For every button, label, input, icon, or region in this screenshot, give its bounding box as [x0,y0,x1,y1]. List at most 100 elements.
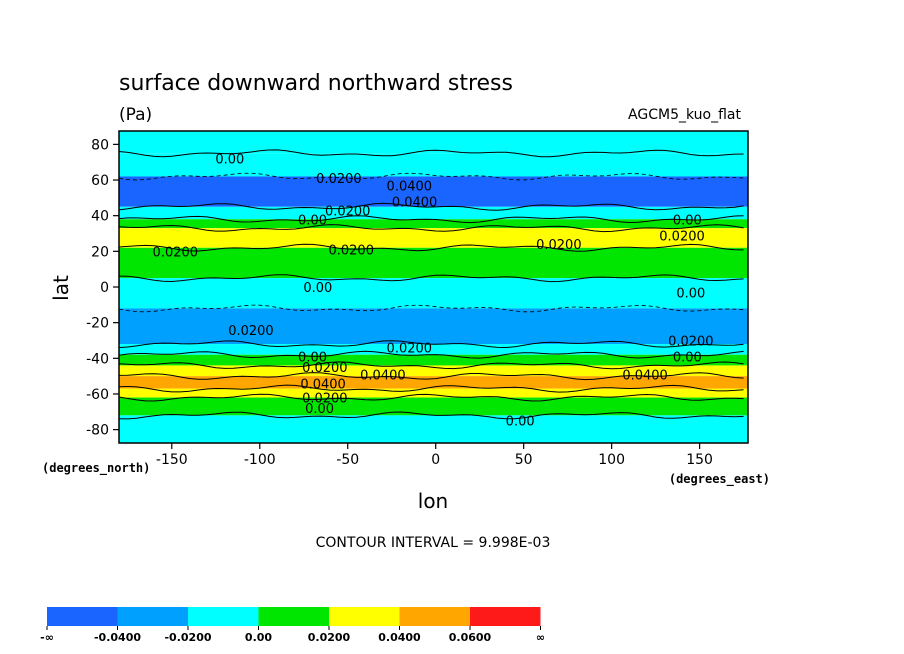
x-tick-label: -100 [244,452,276,468]
contour-label: 0.00 [303,281,332,296]
contour-interval-text: CONTOUR INTERVAL = 9.998E-03 [316,535,551,551]
contour-band [119,308,748,345]
x-tick-label: 0 [431,452,440,468]
colorbar-swatch [188,607,259,626]
contour-label: 0.0200 [302,392,348,407]
contour-label: 0.0200 [668,334,714,349]
contour-line [118,384,744,393]
y-tick-label: -80 [86,423,109,439]
contour-line [118,215,744,224]
colorbar-swatch [117,607,188,626]
contour-line [118,372,744,381]
colorbar-label: 0.0400 [378,631,421,644]
contour-band [119,131,748,154]
x-axis-label: lon [418,489,448,513]
y-tick-label: -60 [86,387,109,403]
contour-band [119,344,748,355]
y-tick-label: 60 [91,173,109,189]
contour-band [119,415,748,443]
colorbar-label: -0.0200 [164,631,211,644]
y-tick-label: 40 [91,209,109,225]
x-tick-label: 50 [515,452,533,468]
y-tick-label: -20 [86,316,109,332]
contour-line [118,361,744,370]
contour-label: 0.00 [673,213,702,228]
contour-label: 0.0400 [387,179,433,194]
contour-band [119,228,748,248]
contour-band [119,278,748,309]
contour-label: 0.00 [676,286,705,301]
contour-band [119,153,748,177]
contour-band [119,247,748,279]
y-axis: 80 60 40 20 0 -20 -40 -60 -80 [86,137,119,439]
dataset-label: AGCM5_kuo_flat [628,107,741,123]
contour-band [119,206,748,220]
x-units-label: (degrees_east) [669,472,770,487]
contour-label: 0.00 [215,153,244,168]
y-tick-label: 0 [100,280,109,296]
contour-label: 0.0200 [536,238,582,253]
contour-line [118,243,744,252]
colorbar-label: 0.0600 [449,631,492,644]
contour-label: 0.0200 [328,244,374,259]
colorbar-label: -∞ [40,631,54,644]
contour-line-layer [118,149,744,420]
contour-label: 0.00 [673,351,702,366]
contour-line [118,224,744,233]
contour-label: 0.0400 [392,195,438,210]
contour-label: 0.00 [305,402,334,417]
contour-band [119,176,748,207]
contour-label: 0.0400 [622,368,668,383]
contour-band [119,388,748,398]
x-tick-label: -50 [336,452,359,468]
chart-title: surface downward northward stress [119,71,513,96]
x-axis: -150 -100 -50 0 50 100 150 [156,443,713,468]
colorbar-label: -0.0400 [94,631,141,644]
contour-label: 0.0200 [153,245,199,260]
contour-label: 0.0200 [228,324,274,339]
colorbar-swatch [329,607,400,626]
contour-label: 0.00 [298,213,327,228]
contour-label: 0.0200 [302,361,348,376]
colorbar-label: 0.0200 [308,631,351,644]
contour-line [118,393,744,402]
y-tick-label: -40 [86,351,109,367]
contour-band [119,354,748,366]
contour-label: 0.0200 [316,172,362,187]
contour-line [118,411,744,420]
colorbar-label: ∞ [536,631,545,644]
contour-line [118,274,744,283]
contour-label: 0.00 [506,415,535,430]
x-tick-label: 100 [598,452,625,468]
y-units-label: (degrees_north) [42,461,150,476]
contour-fill-layer [119,131,748,443]
contour-line [118,202,744,211]
contour-label: 0.0200 [387,342,433,357]
colorbar-swatch [47,607,118,626]
contour-band [119,219,748,229]
contour-line [118,149,744,158]
contour-label: 0.0200 [659,229,705,244]
contour-band [119,365,748,377]
chart-units: (Pa) [119,105,152,125]
contour-label: 0.0400 [360,368,406,383]
contour-line [118,340,744,349]
contour-band [119,397,748,416]
colorbar-swatch [399,607,470,626]
contour-label: 0.0400 [300,377,346,392]
x-tick-label: 150 [686,452,713,468]
contour-label: 0.0200 [325,204,371,219]
colorbar-swatch [258,607,329,626]
colorbar: -∞ -0.0400 -0.0200 0.00 0.0200 0.0400 0.0600 ∞ [40,607,545,644]
y-tick-label: 20 [91,244,109,260]
colorbar-swatch [470,607,541,626]
y-axis-label: lat [49,275,73,301]
contour-line [118,350,744,359]
contour-label: 0.00 [298,351,327,366]
y-tick-label: 80 [91,137,109,153]
colorbar-label: 0.00 [245,631,272,644]
x-tick-label: -150 [156,452,188,468]
